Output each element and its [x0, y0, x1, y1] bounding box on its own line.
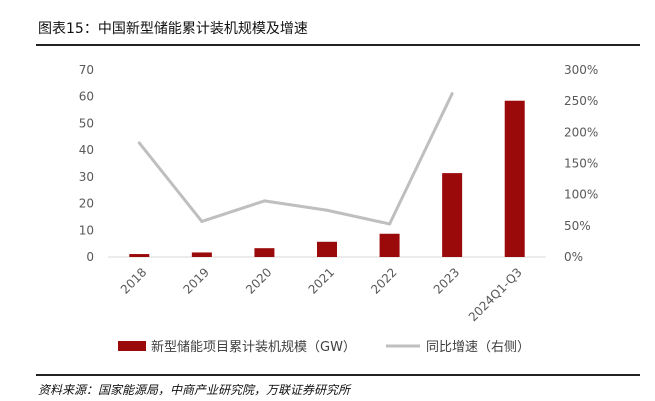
bar [254, 248, 275, 257]
legend-swatch-bar [118, 341, 146, 351]
title-rule [36, 44, 640, 46]
source-note: 资料来源：国家能源局，中商产业研究院，万联证券研究所 [38, 383, 351, 397]
y2-tick-label: 200% [564, 125, 598, 139]
bar [317, 241, 337, 257]
y-tick-label: 60 [79, 90, 94, 104]
y2-tick-label: 300% [564, 63, 598, 77]
growth-line [138, 93, 454, 226]
bar [129, 254, 150, 257]
x-tick-label: 2020 [243, 265, 274, 296]
growth-point [325, 208, 329, 212]
growth-point [200, 219, 204, 223]
y2-tick-label: 150% [564, 157, 598, 171]
y-tick-label: 20 [79, 197, 94, 211]
growth-point [388, 222, 392, 226]
legend-label-bar: 新型储能项目累计装机规模（GW） [151, 339, 356, 355]
figure-title: 图表15：中国新型储能累计装机规模及增速 [38, 21, 308, 37]
y2-tick-label: 100% [564, 188, 598, 202]
y-tick-label: 30 [79, 170, 94, 184]
y-tick-label: 70 [79, 63, 94, 77]
y2-tick-label: 50% [564, 219, 591, 233]
x-tick-label: 2019 [180, 265, 211, 296]
legend-label-line: 同比增速（右侧） [426, 340, 530, 355]
y2-tick-label: 0% [564, 250, 583, 264]
y-tick-label: 0 [86, 250, 94, 264]
bar [191, 252, 212, 257]
x-tick-label: 2022 [368, 265, 399, 296]
growth-point [450, 92, 454, 96]
x-tick-label: 2018 [118, 265, 149, 296]
bar [442, 173, 463, 257]
y-tick-label: 40 [79, 143, 94, 157]
bar [504, 100, 525, 257]
x-tick-label: 2021 [306, 265, 337, 296]
source-rule [36, 374, 640, 376]
y-tick-label: 10 [79, 223, 94, 237]
bar [379, 233, 400, 257]
y2-tick-label: 250% [564, 94, 598, 108]
x-tick-label: 2023 [431, 265, 462, 296]
growth-point [262, 199, 266, 203]
x-tick-label: 2024Q1-Q3 [466, 265, 525, 324]
y-tick-label: 50 [79, 116, 94, 130]
growth-point [137, 141, 141, 145]
